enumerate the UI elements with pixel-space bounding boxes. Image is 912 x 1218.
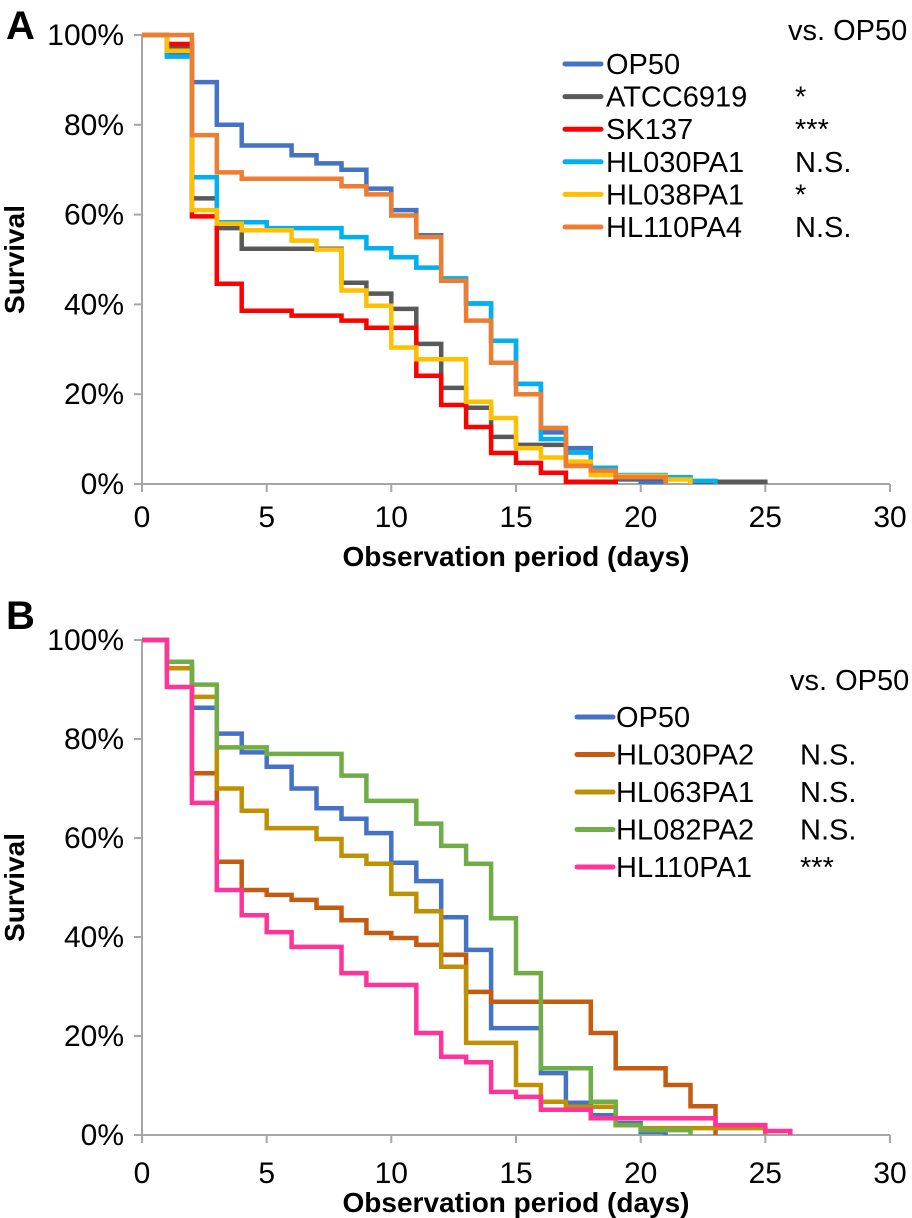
y-tick-label: 0% — [81, 1119, 124, 1152]
legend-header: vs. OP50 — [790, 665, 909, 697]
y-tick-label: 20% — [64, 1020, 124, 1053]
legend-label-hl082pa2: HL082PA2 — [616, 815, 754, 847]
series-curve-hl110pa1 — [142, 637, 793, 1135]
panel-a-letter: A — [6, 4, 35, 48]
series-curve-hl082pa2 — [142, 637, 693, 1135]
legend-label-atcc6919: ATCC6919 — [606, 82, 747, 114]
x-tick-label: 10 — [375, 1157, 408, 1190]
series-curve-op50 — [142, 637, 668, 1135]
x-tick-label: 30 — [873, 501, 906, 534]
x-tick-label: 25 — [749, 501, 782, 534]
x-axis-title: Observation period (days) — [343, 1187, 690, 1218]
x-tick-label: 5 — [258, 1157, 275, 1190]
x-tick-label: 20 — [624, 501, 657, 534]
panel-b-letter: B — [6, 594, 35, 638]
significance-label-hl030pa1: N.S. — [795, 147, 851, 179]
y-tick-label: 0% — [81, 468, 124, 501]
series-curve-hl030pa2 — [142, 637, 718, 1135]
y-axis-title: Survival — [0, 833, 30, 942]
y-tick-label: 100% — [47, 624, 124, 657]
x-tick-label: 0 — [134, 501, 151, 534]
significance-label-hl063pa1: N.S. — [800, 777, 856, 809]
legend-label-hl110pa4: HL110PA4 — [606, 212, 742, 244]
y-tick-label: 80% — [64, 109, 124, 142]
legend-label-op50: OP50 — [606, 49, 680, 81]
series-curve-hl063pa1 — [142, 637, 768, 1135]
x-axis-title: Observation period (days) — [343, 541, 690, 572]
y-tick-label: 80% — [64, 723, 124, 756]
x-tick-label: 15 — [499, 1157, 532, 1190]
y-tick-label: 60% — [64, 199, 124, 232]
x-tick-label: 30 — [873, 1157, 906, 1190]
y-tick-label: 60% — [64, 822, 124, 855]
y-axis-title: Survival — [0, 205, 30, 314]
legend-label-sk137: SK137 — [606, 114, 693, 146]
significance-label-hl030pa2: N.S. — [800, 740, 856, 772]
y-tick-label: 40% — [64, 921, 124, 954]
x-tick-label: 10 — [375, 501, 408, 534]
survival-chart-panel-a: 100% 80% 60% 40% 20% 0% 0 5 10 15 20 25 30 Observatio… — [0, 15, 907, 572]
x-tick-label: 5 — [258, 501, 275, 534]
series-curve-sk137 — [142, 32, 618, 485]
survival-chart-panel-b: 100% 80% 60% 40% 20% 0% 0 5 10 15 20 25 30 Observatio… — [0, 624, 909, 1218]
legend-label-op50: OP50 — [616, 702, 690, 734]
significance-label-hl038pa1: * — [795, 179, 806, 211]
legend-label-hl110pa1: HL110PA1 — [616, 852, 752, 884]
significance-label-hl110pa1: *** — [800, 852, 834, 884]
x-tick-label: 25 — [749, 1157, 782, 1190]
legend-label-hl030pa1: HL030PA1 — [606, 147, 744, 179]
x-tick-label: 15 — [499, 501, 532, 534]
y-tick-label: 20% — [64, 378, 124, 411]
significance-label-hl110pa4: N.S. — [795, 212, 851, 244]
significance-label-hl082pa2: N.S. — [800, 815, 856, 847]
legend-label-hl063pa1: HL063PA1 — [616, 777, 754, 809]
significance-label-sk137: *** — [795, 114, 829, 146]
series-curve-hl110pa4 — [142, 32, 668, 484]
y-tick-label: 100% — [47, 19, 124, 52]
legend-label-hl038pa1: HL038PA1 — [606, 179, 744, 211]
significance-label-atcc6919: * — [795, 82, 806, 114]
y-tick-label: 40% — [64, 288, 124, 321]
legend-label-hl030pa2: HL030PA2 — [616, 740, 754, 772]
x-tick-label: 20 — [624, 1157, 657, 1190]
x-tick-label: 0 — [134, 1157, 151, 1190]
legend-header: vs. OP50 — [788, 15, 907, 47]
